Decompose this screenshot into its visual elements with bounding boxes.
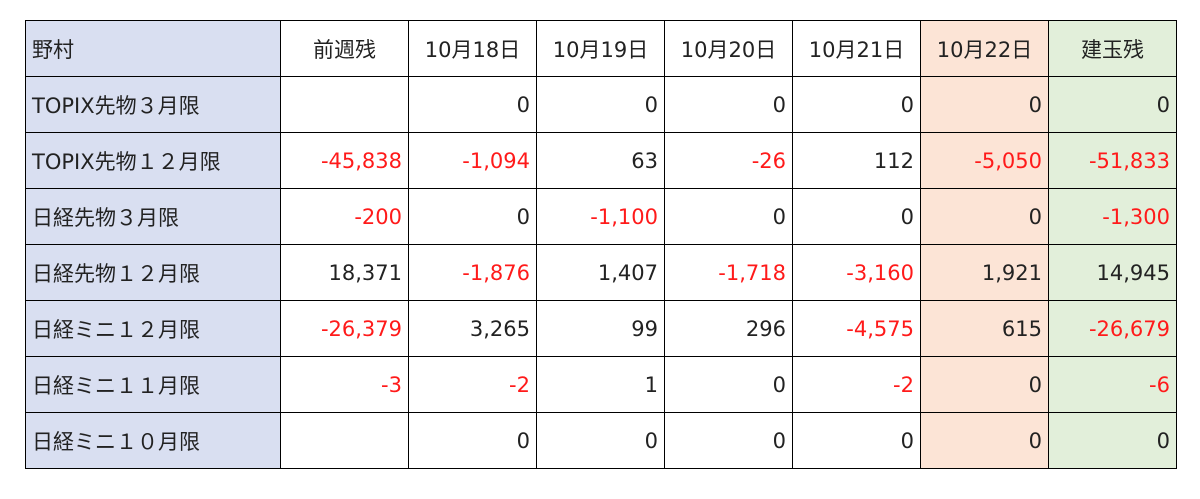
row-label: 日経先物１２月限 [25,244,281,301]
value-cell: 18,371 [280,244,409,301]
value-cell: -2 [792,356,921,413]
data-row: TOPIX先物１２月限 -45,838 -1,094 63 -26 112 -5,050 -5… [25,132,1177,189]
value-cell: -26,679 [1048,300,1177,357]
value-cell: 0 [408,76,537,133]
value-cell: 0 [536,412,665,469]
header-cell: 10月19日 [536,20,665,77]
value-cell: 0 [536,76,665,133]
value-cell [280,412,409,469]
value-cell: 0 [408,412,537,469]
value-cell: 63 [536,132,665,189]
value-cell: 0 [664,356,793,413]
value-cell: 0 [664,76,793,133]
value-cell: 1,407 [536,244,665,301]
row-label: TOPIX先物３月限 [25,76,281,133]
value-cell: -3 [280,356,409,413]
value-cell: -1,094 [408,132,537,189]
value-cell: 296 [664,300,793,357]
position-table: 野村 前週残 10月18日 10月19日 10月20日 10月21日 10月22日 建玉残 TO… [25,20,1177,469]
row-label: 日経ミニ１０月限 [25,412,281,469]
value-cell: 0 [664,188,793,245]
value-cell: -26,379 [280,300,409,357]
value-cell: -1,718 [664,244,793,301]
row-label: 日経先物３月限 [25,188,281,245]
value-cell: 0 [792,188,921,245]
row-label: 日経ミニ１２月限 [25,300,281,357]
value-cell: -2 [408,356,537,413]
value-cell: 1,921 [920,244,1049,301]
header-cell: 10月20日 [664,20,793,77]
header-cell: 建玉残 [1048,20,1177,77]
value-cell: 0 [408,188,537,245]
value-cell: 14,945 [1048,244,1177,301]
header-cell: 10月22日 [920,20,1049,77]
header-cell: 前週残 [280,20,409,77]
value-cell: 0 [920,412,1049,469]
value-cell: 0 [920,356,1049,413]
value-cell: 112 [792,132,921,189]
data-row: 日経ミニ１２月限 -26,379 3,265 99 296 -4,575 615 -26,67… [25,300,1177,357]
value-cell: 0 [1048,412,1177,469]
value-cell: 99 [536,300,665,357]
value-cell: -1,300 [1048,188,1177,245]
value-cell: -200 [280,188,409,245]
value-cell: 0 [792,412,921,469]
header-cell: 10月18日 [408,20,537,77]
header-cell: 10月21日 [792,20,921,77]
header-row: 野村 前週残 10月18日 10月19日 10月20日 10月21日 10月22日 建玉残 [25,20,1177,77]
value-cell: -45,838 [280,132,409,189]
table-body: 野村 前週残 10月18日 10月19日 10月20日 10月21日 10月22日 建玉残 TO… [25,20,1177,469]
data-row: 日経ミニ１１月限 -3 -2 1 0 -2 0 -6 [25,356,1177,413]
value-cell: -26 [664,132,793,189]
data-row: TOPIX先物３月限 0 0 0 0 0 0 [25,76,1177,133]
value-cell: 0 [664,412,793,469]
value-cell: 0 [792,76,921,133]
value-cell: 615 [920,300,1049,357]
value-cell: -51,833 [1048,132,1177,189]
value-cell: -6 [1048,356,1177,413]
value-cell: 0 [920,188,1049,245]
data-row: 日経先物１２月限 18,371 -1,876 1,407 -1,718 -3,160 1,9… [25,244,1177,301]
row-label: 日経ミニ１１月限 [25,356,281,413]
value-cell: 1 [536,356,665,413]
value-cell [280,76,409,133]
value-cell: 0 [1048,76,1177,133]
value-cell: -3,160 [792,244,921,301]
header-cell: 野村 [25,20,281,77]
value-cell: -4,575 [792,300,921,357]
value-cell: -1,876 [408,244,537,301]
data-row: 日経ミニ１０月限 0 0 0 0 0 0 [25,412,1177,469]
data-row: 日経先物３月限 -200 0 -1,100 0 0 0 -1,300 [25,188,1177,245]
row-label: TOPIX先物１２月限 [25,132,281,189]
value-cell: 0 [920,76,1049,133]
value-cell: -5,050 [920,132,1049,189]
value-cell: 3,265 [408,300,537,357]
value-cell: -1,100 [536,188,665,245]
